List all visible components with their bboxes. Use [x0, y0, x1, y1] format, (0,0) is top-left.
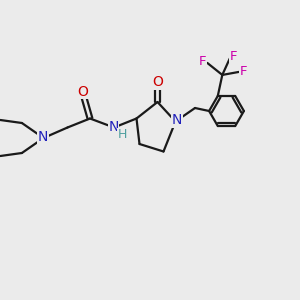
Text: O: O: [152, 75, 163, 89]
Text: F: F: [239, 65, 247, 78]
Text: N: N: [108, 120, 118, 134]
Text: F: F: [199, 55, 206, 68]
Text: N: N: [172, 113, 182, 127]
Text: F: F: [230, 50, 237, 63]
Text: O: O: [77, 85, 88, 98]
Text: N: N: [38, 130, 48, 144]
Text: H: H: [118, 128, 127, 142]
